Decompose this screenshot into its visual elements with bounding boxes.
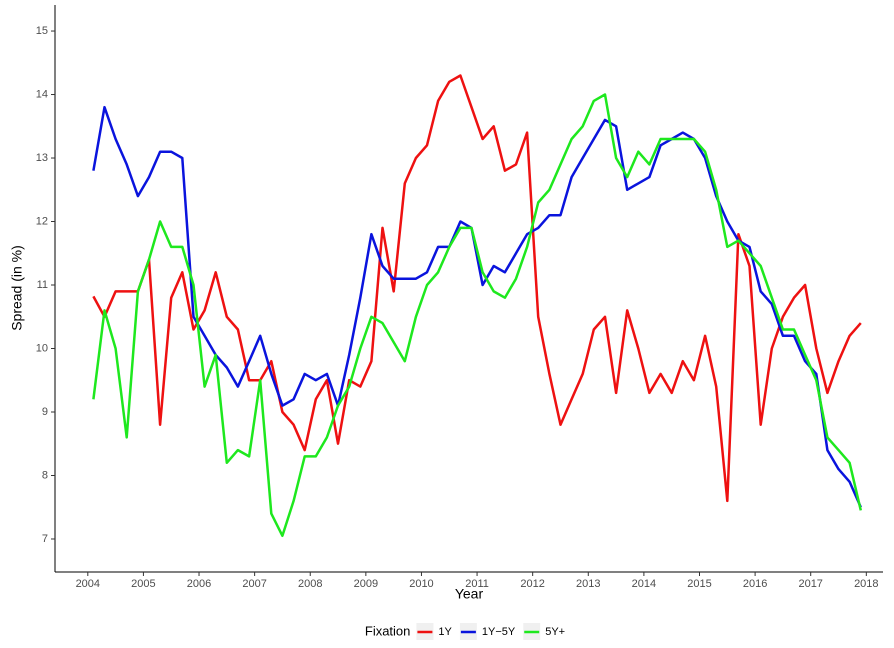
y-axis-label: Spread (in %) — [9, 245, 25, 331]
y-tick-label: 15 — [36, 25, 48, 37]
x-tick-label: 2014 — [632, 578, 656, 590]
x-tick-label: 2005 — [131, 578, 155, 590]
series-line — [92, 93, 863, 538]
x-tick-label: 2015 — [687, 578, 711, 590]
legend-label: 1Y−5Y — [482, 626, 516, 638]
x-axis-label: Year — [455, 586, 484, 602]
y-tick-label: 9 — [42, 406, 48, 418]
y-tick-label: 8 — [42, 469, 48, 481]
x-tick-label: 2017 — [798, 578, 822, 590]
y-tick-label: 13 — [36, 152, 48, 164]
x-tick-label: 2006 — [187, 578, 211, 590]
y-tick-label: 12 — [36, 215, 48, 227]
x-tick-label: 2011 — [465, 578, 489, 590]
y-tick-label: 10 — [36, 342, 48, 354]
y-tick-label: 7 — [42, 533, 48, 545]
legend-label: 5Y+ — [545, 626, 565, 638]
x-tick-label: 2013 — [576, 578, 600, 590]
series-line — [92, 105, 862, 508]
legend-title: Fixation — [365, 623, 411, 638]
series-line — [92, 74, 862, 503]
x-tick-label: 2012 — [520, 578, 544, 590]
x-tick-label: 2007 — [242, 578, 266, 590]
x-tick-label: 2016 — [743, 578, 767, 590]
x-tick-label: 2004 — [76, 578, 100, 590]
x-tick-label: 2018 — [854, 578, 878, 590]
y-tick-label: 11 — [37, 279, 48, 291]
x-tick-label: 2010 — [409, 578, 433, 590]
x-tick-label: 2008 — [298, 578, 322, 590]
x-tick-label: 2009 — [354, 578, 378, 590]
legend-label: 1Y — [438, 626, 452, 638]
y-tick-label: 14 — [36, 88, 48, 100]
